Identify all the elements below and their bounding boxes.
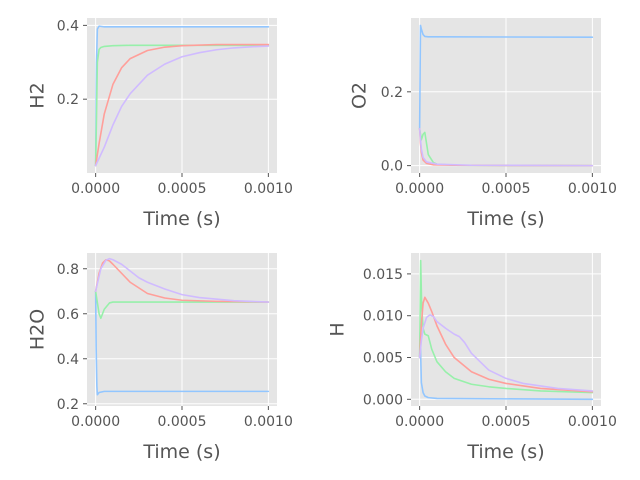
series-line-3 bbox=[418, 296, 594, 393]
series-group bbox=[418, 259, 594, 401]
series-line-2 bbox=[94, 290, 270, 320]
x-tick-label: 0.0000 bbox=[395, 181, 444, 197]
y-axis-label: H2O bbox=[27, 309, 49, 350]
y-tick-label: 0.005 bbox=[363, 351, 403, 367]
x-tick-label: 0.0005 bbox=[482, 181, 531, 197]
series-group bbox=[418, 24, 594, 167]
y-axis-label: H2 bbox=[27, 82, 49, 108]
y-tick-label: 0.6 bbox=[57, 307, 79, 323]
y-tick-label: 0.2 bbox=[57, 92, 79, 108]
series-line-1 bbox=[418, 24, 594, 130]
y-axis-label: O2 bbox=[349, 82, 371, 109]
x-axis-label: Time (s) bbox=[466, 441, 544, 463]
x-axis-label: Time (s) bbox=[142, 208, 220, 230]
y-tick-label: 0.015 bbox=[363, 267, 403, 283]
x-tick-label: 0.0010 bbox=[568, 181, 617, 197]
x-tick-label: 0.0005 bbox=[158, 181, 207, 197]
x-tick-label: 0.0000 bbox=[71, 414, 120, 430]
x-tick-label: 0.0010 bbox=[244, 414, 293, 430]
y-tick-label: 0.2 bbox=[57, 397, 79, 413]
x-axis-label: Time (s) bbox=[142, 441, 220, 463]
series-line-1 bbox=[94, 290, 270, 396]
series-group bbox=[94, 257, 270, 396]
series-line-4 bbox=[418, 314, 594, 392]
x-tick-label: 0.0000 bbox=[395, 414, 444, 430]
series-line-3 bbox=[94, 258, 270, 303]
y-tick-label: 0.4 bbox=[57, 352, 79, 368]
subplot-h2o: 0.0000 0.0005 0.0010 0.2 0.4 0.6 0.8 Time (s) H2… bbox=[27, 253, 293, 463]
y-tick-label: 0.8 bbox=[57, 262, 79, 278]
y-tick-label: 0.000 bbox=[363, 392, 403, 408]
subplot-h: 0.0000 0.0005 0.0010 0.000 0.005 0.010 0.015 Ti… bbox=[327, 253, 617, 463]
series-line-2 bbox=[94, 44, 270, 167]
x-tick-label: 0.0005 bbox=[482, 414, 531, 430]
x-tick-label: 0.0010 bbox=[568, 414, 617, 430]
series-group bbox=[94, 25, 270, 167]
y-tick-label: 0.2 bbox=[381, 85, 403, 101]
y-axis-label: H bbox=[327, 322, 349, 336]
x-axis-label: Time (s) bbox=[466, 208, 544, 230]
series-line-4 bbox=[94, 257, 270, 303]
x-tick-label: 0.0010 bbox=[244, 181, 293, 197]
y-tick-label: 0.010 bbox=[363, 309, 403, 325]
y-tick-label: 0.0 bbox=[381, 159, 403, 175]
subplot-o2: 0.0000 0.0005 0.0010 0.0 0.2 Time (s) O2 bbox=[349, 18, 617, 230]
x-tick-label: 0.0005 bbox=[158, 414, 207, 430]
series-line-4 bbox=[418, 127, 594, 167]
subplot-h2: 0.0000 0.0005 0.0010 0.2 0.4 Time (s) H2 bbox=[27, 18, 293, 230]
series-line-1 bbox=[94, 25, 270, 167]
series-line-3 bbox=[94, 43, 270, 167]
x-tick-label: 0.0000 bbox=[71, 181, 120, 197]
y-tick-label: 0.4 bbox=[57, 18, 79, 34]
series-line-4 bbox=[94, 45, 270, 167]
